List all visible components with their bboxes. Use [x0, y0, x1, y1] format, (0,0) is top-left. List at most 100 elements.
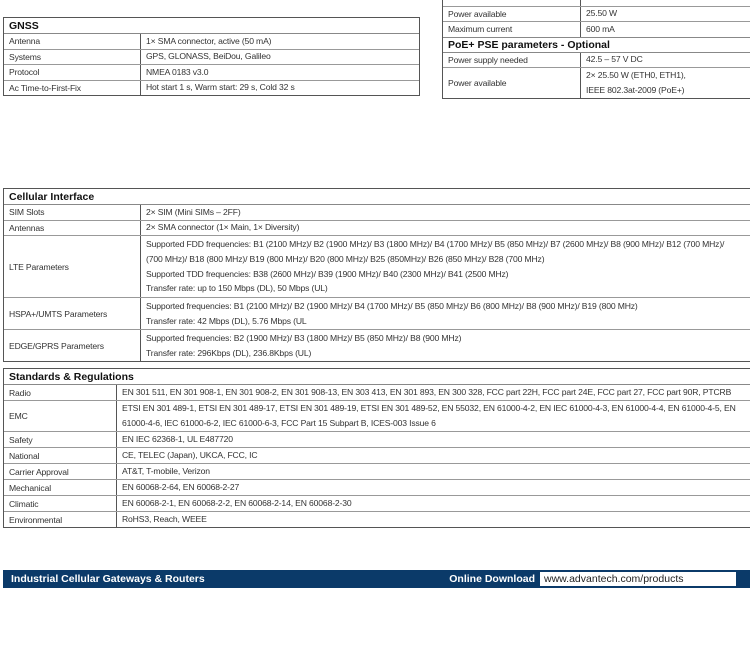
value-line: Hot start 1 s, Warm start: 29 s, Cold 32… [146, 82, 295, 93]
row-value: CE, TELEC (Japan), UKCA, FCC, IC [117, 448, 750, 463]
table-row: Antenna 1× SMA connector, active (50 mA) [4, 34, 419, 50]
value-line: 25.50 W [586, 8, 617, 19]
row-label: Safety [4, 432, 117, 447]
value-line: EN 60068-2-1, EN 60068-2-2, EN 60068-2-1… [122, 498, 352, 509]
value-line: EN IEC 62368-1, UL E487720 [122, 434, 233, 445]
value-line: GPS, GLONASS, BeiDou, Galileo [146, 51, 271, 62]
table-row: SIM Slots 2× SIM (Mini SIMs – 2FF) [4, 205, 750, 221]
table-row: Systems GPS, GLONASS, BeiDou, Galileo [4, 49, 419, 65]
table-row: Maximum current 600 mA [443, 22, 750, 37]
value-line: Supported frequencies: B1 (2100 MHz)/ B2… [146, 300, 638, 311]
value-line: 2× 25.50 W (ETH0, ETH1), [586, 70, 686, 81]
row-label: LTE Parameters [4, 236, 141, 297]
table-row: EDGE/GPRS Parameters Supported frequencie… [4, 330, 750, 361]
value-line: ETSI EN 301 489-1, ETSI EN 301 489-17, E… [122, 403, 736, 414]
row-label: EDGE/GPRS Parameters [4, 330, 141, 361]
table-row: Power available 25.50 W [443, 6, 750, 22]
row-label: Antenna [4, 34, 141, 49]
value-line: RoHS3, Reach, WEEE [122, 514, 207, 525]
row-label: Carrier Approval [4, 464, 117, 479]
row-value: 2× SIM (Mini SIMs – 2FF) [141, 205, 750, 220]
table-row: National CE, TELEC (Japan), UKCA, FCC, IC [4, 448, 750, 464]
table-row: Climatic EN 60068-2-1, EN 60068-2-2, EN 6… [4, 496, 750, 512]
cellular-title: Cellular Interface [4, 189, 750, 205]
row-value: Supported frequencies: B1 (2100 MHz)/ B2… [141, 298, 750, 329]
footer-title: Industrial Cellular Gateways & Routers [11, 573, 205, 585]
value-line: Transfer rate: up to 150 Mbps (DL), 50 M… [146, 283, 328, 294]
row-value [581, 0, 750, 6]
row-label: National [4, 448, 117, 463]
row-label: Mechanical [4, 480, 117, 495]
footer-bar: Industrial Cellular Gateways & Routers O… [3, 570, 750, 588]
value-line: EN 301 511, EN 301 908-1, EN 301 908-2, … [122, 387, 732, 398]
row-value: 600 mA [581, 22, 750, 37]
row-value: AT&T, T-mobile, Verizon [117, 464, 750, 479]
row-value: RoHS3, Reach, WEEE [117, 512, 750, 527]
cellular-rows: SIM Slots 2× SIM (Mini SIMs – 2FF) Antenna… [4, 205, 750, 361]
row-label: Systems [4, 49, 141, 64]
table-row: Antennas 2× SMA connector (1× Main, 1× Di… [4, 220, 750, 236]
row-label: Power available [443, 6, 581, 21]
value-line: Transfer rate: 296Kbps (DL), 236.8Kbps (… [146, 347, 312, 358]
row-value: ETSI EN 301 489-1, ETSI EN 301 489-17, E… [117, 401, 750, 431]
value-line: (700 MHz)/ B18 (800 MHz)/ B19 (800 MHz)/… [146, 253, 545, 264]
value-line: 61000-4-6, IEC 61000-6-2, IEC 61000-6-3,… [122, 418, 436, 428]
table-row: Mechanical EN 60068-2-64, EN 60068-2-27 [4, 480, 750, 496]
row-value: EN IEC 62368-1, UL E487720 [117, 432, 750, 447]
table-row [443, 0, 750, 7]
table-row: Radio EN 301 511, EN 301 908-1, EN 301 90… [4, 385, 750, 401]
value-line: 600 mA [586, 23, 615, 34]
value-line: NMEA 0183 v3.0 [146, 66, 209, 77]
table-row: Environmental RoHS3, Reach, WEEE [4, 512, 750, 527]
value-line: 42.5 – 57 V DC [586, 54, 643, 65]
row-value: 25.50 W [581, 7, 750, 22]
online-download-label: Online Download [449, 573, 535, 585]
row-label: Power supply needed [443, 52, 581, 67]
standards-title: Standards & Regulations [4, 369, 750, 385]
power-table: Power available 25.50 W Maximum current 600… [442, 0, 750, 99]
row-value: EN 60068-2-1, EN 60068-2-2, EN 60068-2-1… [117, 496, 750, 511]
row-value: Supported frequencies: B2 (1900 MHz)/ B3… [141, 330, 750, 361]
row-value: EN 301 511, EN 301 908-1, EN 301 908-2, … [117, 385, 750, 400]
row-value: NMEA 0183 v3.0 [141, 65, 419, 80]
row-label: EMC [4, 401, 117, 431]
table-row: HSPA+/UMTS Parameters Supported frequenci… [4, 298, 750, 330]
power-top-rows: Power available 25.50 W Maximum current 600… [443, 0, 750, 37]
row-label: Environmental [4, 512, 117, 527]
value-line: AT&T, T-mobile, Verizon [122, 466, 210, 477]
row-label: HSPA+/UMTS Parameters [4, 298, 141, 329]
row-value: 2× SMA connector (1× Main, 1× Diversity) [141, 221, 750, 236]
row-value: 42.5 – 57 V DC [581, 53, 750, 68]
value-line: EN 60068-2-64, EN 60068-2-27 [122, 482, 240, 493]
download-url-link[interactable]: www.advantech.com/products [540, 572, 736, 586]
value-line: Supported TDD frequencies: B38 (2600 MHz… [146, 268, 509, 279]
poe-pse-title: PoE+ PSE parameters - Optional [443, 36, 750, 53]
table-row: Carrier Approval AT&T, T-mobile, Verizon [4, 464, 750, 480]
value-line: 2× SMA connector (1× Main, 1× Diversity) [146, 222, 300, 233]
poe-pse-rows: Power supply needed 42.5 – 57 V DC Power a… [443, 52, 750, 98]
row-label: Radio [4, 385, 117, 400]
table-row: Power supply needed 42.5 – 57 V DC [443, 52, 750, 68]
value-line: CE, TELEC (Japan), UKCA, FCC, IC [122, 450, 258, 461]
row-value: 1× SMA connector, active (50 mA) [141, 34, 419, 49]
row-value: EN 60068-2-64, EN 60068-2-27 [117, 480, 750, 495]
row-label: Climatic [4, 496, 117, 511]
value-line: 1× SMA connector, active (50 mA) [146, 35, 272, 46]
table-row: Power available 2× 25.50 W (ETH0, ETH1), I… [443, 68, 750, 98]
row-value: 2× 25.50 W (ETH0, ETH1), IEEE 802.3at-200… [581, 68, 750, 98]
table-row: Protocol NMEA 0183 v3.0 [4, 65, 419, 81]
value-line: IEEE 802.3at-2009 (PoE+) [586, 85, 685, 95]
row-value: Hot start 1 s, Warm start: 29 s, Cold 32… [141, 81, 419, 96]
row-label: Power available [443, 68, 581, 98]
row-value: Supported FDD frequencies: B1 (2100 MHz)… [141, 236, 750, 297]
row-label: Protocol [4, 65, 141, 80]
table-row: EMC ETSI EN 301 489-1, ETSI EN 301 489-17… [4, 401, 750, 432]
row-label: SIM Slots [4, 205, 141, 220]
row-label: Ac Time-to-First-Fix [4, 80, 141, 95]
row-value: GPS, GLONASS, BeiDou, Galileo [141, 50, 419, 65]
table-row: Safety EN IEC 62368-1, UL E487720 [4, 432, 750, 448]
row-label [443, 0, 581, 6]
gnss-table: GNSS Antenna 1× SMA connector, active (50… [3, 17, 420, 96]
standards-rows: Radio EN 301 511, EN 301 908-1, EN 301 90… [4, 385, 750, 527]
table-row: Ac Time-to-First-Fix Hot start 1 s, Warm … [4, 80, 419, 96]
